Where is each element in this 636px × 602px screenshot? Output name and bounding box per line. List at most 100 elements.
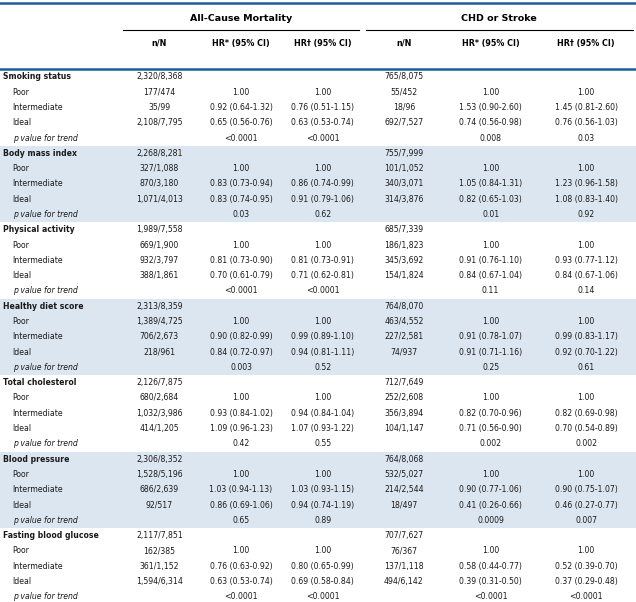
Text: 1.53 (0.90-2.60): 1.53 (0.90-2.60) (459, 103, 522, 112)
Text: 252/2,608: 252/2,608 (384, 394, 424, 403)
Text: 2,268/8,281: 2,268/8,281 (136, 149, 183, 158)
Text: 1.09 (0.96-1.23): 1.09 (0.96-1.23) (210, 424, 272, 433)
Bar (0, 329, 636, 344)
Text: 1.00: 1.00 (232, 547, 250, 556)
Text: 0.69 (0.58-0.84): 0.69 (0.58-0.84) (291, 577, 354, 586)
Text: n/N: n/N (151, 39, 167, 48)
Text: 765/8,075: 765/8,075 (384, 72, 424, 81)
Text: 186/1,823: 186/1,823 (384, 241, 424, 250)
Bar (0, 482, 636, 497)
Text: 764/8,070: 764/8,070 (384, 302, 424, 311)
Text: 0.14: 0.14 (577, 287, 595, 296)
Text: 0.39 (0.31-0.50): 0.39 (0.31-0.50) (459, 577, 522, 586)
Text: 0.91 (0.71-1.16): 0.91 (0.71-1.16) (459, 347, 522, 356)
Text: 0.84 (0.67-1.04): 0.84 (0.67-1.04) (459, 271, 522, 280)
Text: 137/1,118: 137/1,118 (384, 562, 424, 571)
Text: 870/3,180: 870/3,180 (140, 179, 179, 188)
Text: p value for trend: p value for trend (13, 210, 78, 219)
Text: 712/7,649: 712/7,649 (384, 378, 424, 387)
Bar (0, 284, 636, 299)
Text: 0.86 (0.74-0.99): 0.86 (0.74-0.99) (291, 179, 354, 188)
Text: Ideal: Ideal (13, 577, 32, 586)
Text: <0.0001: <0.0001 (474, 592, 508, 601)
Text: <0.0001: <0.0001 (306, 592, 340, 601)
Bar (0, 146, 636, 161)
Bar (0, 268, 636, 284)
Text: Intermediate: Intermediate (13, 332, 64, 341)
Text: 707/7,627: 707/7,627 (384, 531, 424, 540)
Text: Poor: Poor (13, 470, 30, 479)
Text: 2,320/8,368: 2,320/8,368 (136, 72, 183, 81)
Text: 0.52: 0.52 (314, 363, 331, 372)
Text: 0.58 (0.44-0.77): 0.58 (0.44-0.77) (459, 562, 522, 571)
Text: 162/385: 162/385 (143, 547, 176, 556)
Text: p value for trend: p value for trend (13, 287, 78, 296)
Text: 414/1,205: 414/1,205 (139, 424, 179, 433)
Text: 692/7,527: 692/7,527 (384, 118, 424, 127)
Text: Poor: Poor (13, 317, 30, 326)
Text: 1.03 (0.94-1.13): 1.03 (0.94-1.13) (209, 485, 273, 494)
Text: HR† (95% CI): HR† (95% CI) (557, 39, 615, 48)
Text: 1.00: 1.00 (482, 394, 499, 403)
Text: 2,126/7,875: 2,126/7,875 (136, 378, 183, 387)
Text: 0.03: 0.03 (577, 134, 595, 143)
Text: <0.0001: <0.0001 (225, 592, 258, 601)
Text: 1.00: 1.00 (314, 164, 331, 173)
Text: 0.82 (0.69-0.98): 0.82 (0.69-0.98) (555, 409, 618, 418)
Text: CHD or Stroke: CHD or Stroke (461, 14, 537, 22)
Bar (0, 253, 636, 268)
Bar (0, 497, 636, 513)
Text: 686/2,639: 686/2,639 (140, 485, 179, 494)
Text: All-Cause Mortality: All-Cause Mortality (190, 14, 292, 22)
Text: 0.80 (0.65-0.99): 0.80 (0.65-0.99) (291, 562, 354, 571)
Bar (0, 406, 636, 421)
Text: 1.00: 1.00 (232, 164, 250, 173)
Text: 101/1,052: 101/1,052 (384, 164, 424, 173)
Text: 0.91 (0.79-1.06): 0.91 (0.79-1.06) (291, 194, 354, 203)
Text: 92/517: 92/517 (146, 500, 173, 509)
Text: 0.74 (0.56-0.98): 0.74 (0.56-0.98) (459, 118, 522, 127)
Text: p value for trend: p value for trend (13, 134, 78, 143)
Bar (0, 528, 636, 543)
Text: Smoking status: Smoking status (3, 72, 71, 81)
Text: 214/2,544: 214/2,544 (384, 485, 424, 494)
Text: 0.002: 0.002 (575, 439, 597, 448)
Text: 18/96: 18/96 (393, 103, 415, 112)
Text: 0.89: 0.89 (314, 516, 331, 525)
Text: 1.00: 1.00 (314, 547, 331, 556)
Text: Intermediate: Intermediate (13, 485, 64, 494)
Text: 0.92 (0.64-1.32): 0.92 (0.64-1.32) (210, 103, 272, 112)
Text: 74/937: 74/937 (391, 347, 417, 356)
Text: <0.0001: <0.0001 (569, 592, 603, 601)
Text: 0.002: 0.002 (480, 439, 502, 448)
Text: 1.23 (0.96-1.58): 1.23 (0.96-1.58) (555, 179, 618, 188)
Text: 1.00: 1.00 (577, 164, 595, 173)
Text: 1.00: 1.00 (482, 317, 499, 326)
Bar (0, 161, 636, 176)
Text: 0.41 (0.26-0.66): 0.41 (0.26-0.66) (459, 500, 522, 509)
Text: Ideal: Ideal (13, 500, 32, 509)
Text: 2,108/7,795: 2,108/7,795 (136, 118, 183, 127)
Text: Poor: Poor (13, 164, 30, 173)
Text: p value for trend: p value for trend (13, 516, 78, 525)
Bar (0, 559, 636, 574)
Text: Intermediate: Intermediate (13, 409, 64, 418)
Text: Intermediate: Intermediate (13, 103, 64, 112)
Bar (0, 207, 636, 222)
Text: 0.92: 0.92 (577, 210, 595, 219)
Text: 227/2,581: 227/2,581 (384, 332, 424, 341)
Text: 314/3,876: 314/3,876 (384, 194, 424, 203)
Text: 0.37 (0.29-0.48): 0.37 (0.29-0.48) (555, 577, 618, 586)
Text: Body mass index: Body mass index (3, 149, 76, 158)
Text: 0.76 (0.63-0.92): 0.76 (0.63-0.92) (210, 562, 272, 571)
Text: Ideal: Ideal (13, 194, 32, 203)
Bar (0, 237, 636, 253)
Text: 1,071/4,013: 1,071/4,013 (136, 194, 183, 203)
Text: 218/961: 218/961 (143, 347, 176, 356)
Text: 0.61: 0.61 (577, 363, 595, 372)
Bar (0, 375, 636, 390)
Text: 0.83 (0.74-0.95): 0.83 (0.74-0.95) (210, 194, 272, 203)
Text: 0.46 (0.27-0.77): 0.46 (0.27-0.77) (555, 500, 618, 509)
Bar (0, 299, 636, 314)
Text: 0.93 (0.77-1.12): 0.93 (0.77-1.12) (555, 256, 618, 265)
